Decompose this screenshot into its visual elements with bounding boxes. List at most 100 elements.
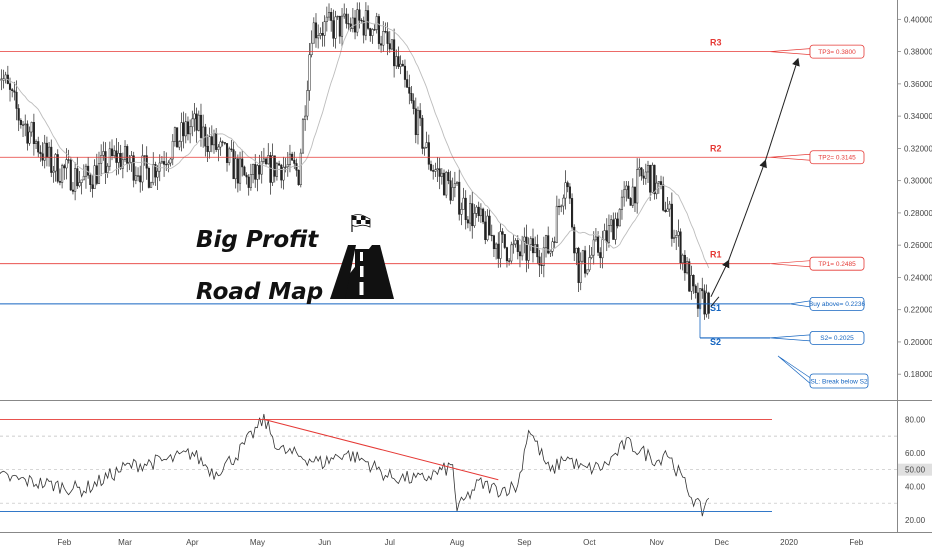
candle-body — [189, 126, 192, 135]
candle — [180, 112, 183, 152]
candle-body — [234, 158, 237, 180]
candle-body — [640, 167, 643, 177]
candle-body — [473, 213, 476, 227]
candle-body — [557, 205, 561, 208]
month-tick-label: Oct — [583, 538, 596, 547]
candle-body — [501, 231, 504, 235]
candle-body — [488, 215, 491, 236]
candle-body — [590, 254, 593, 258]
chart-title-line2: Road Map — [196, 279, 323, 305]
candle-body — [119, 153, 122, 169]
candle — [455, 181, 459, 186]
candle — [6, 65, 9, 85]
candle-body — [440, 172, 443, 177]
candle — [24, 114, 27, 137]
candle-body — [386, 31, 389, 44]
candle — [670, 192, 673, 247]
candle-body — [434, 169, 437, 172]
rsi-line — [0, 413, 710, 517]
candle — [445, 170, 448, 199]
candle-body — [562, 197, 565, 207]
candle — [230, 139, 233, 152]
candle — [614, 212, 617, 245]
moving-average-line — [0, 21, 710, 269]
candle-body — [362, 20, 365, 36]
month-tick-label: Feb — [57, 538, 71, 547]
candle-body — [525, 236, 528, 261]
candle-body — [670, 203, 673, 239]
month-tick-label: Sep — [517, 538, 532, 547]
candle — [440, 167, 443, 185]
candle-body — [256, 165, 259, 180]
candle-body — [551, 241, 554, 252]
candle-body — [67, 159, 70, 161]
candle-body — [382, 31, 385, 46]
candle — [308, 43, 311, 101]
candle-body — [171, 140, 174, 160]
candle-body — [167, 162, 170, 165]
candle — [102, 141, 105, 161]
candle-body — [156, 170, 159, 178]
candle — [169, 158, 172, 167]
candle — [627, 181, 630, 199]
candle — [412, 93, 415, 115]
candle-body — [110, 148, 114, 157]
candle — [434, 162, 437, 177]
candle — [202, 114, 205, 148]
candle — [356, 2, 359, 37]
rsi-tick-label: 80.00 — [905, 415, 926, 424]
candle — [579, 252, 582, 291]
candle — [100, 144, 103, 177]
candle-body — [152, 164, 155, 184]
candle-body — [620, 196, 624, 210]
candle-body — [436, 168, 439, 171]
candle-body — [312, 22, 315, 44]
checkered-flag-icon — [351, 214, 371, 232]
candle — [686, 257, 689, 275]
candle-body — [380, 43, 383, 46]
price-tick-label: 0.40000 — [904, 15, 932, 24]
month-tick-label: Aug — [450, 538, 464, 547]
candle — [306, 80, 309, 121]
candle — [503, 234, 506, 250]
candle-body — [586, 269, 589, 274]
candle — [410, 86, 413, 104]
level-label-r3: R3 — [710, 38, 722, 48]
price-tick-label: 0.22000 — [904, 306, 932, 315]
candle — [74, 162, 77, 201]
candle-body — [8, 83, 12, 90]
candle-body — [117, 153, 120, 163]
candle-body — [134, 175, 137, 181]
candle-body — [688, 261, 691, 292]
candle-body — [455, 181, 459, 184]
callout-pointer — [769, 48, 811, 55]
candle — [186, 116, 190, 141]
candle-body — [58, 181, 61, 183]
candle-body — [484, 221, 487, 241]
candle-body — [694, 285, 697, 294]
candle-body — [514, 240, 517, 245]
candle — [247, 174, 250, 196]
candle-body — [555, 205, 558, 243]
candle — [345, 8, 348, 29]
candle-body — [273, 155, 276, 177]
candle — [514, 238, 517, 248]
candle — [273, 155, 276, 183]
candle — [664, 201, 667, 213]
candle-body — [184, 121, 187, 137]
candle-body — [228, 148, 231, 163]
candle-body — [573, 226, 576, 254]
candle — [95, 153, 98, 186]
candle — [703, 284, 706, 320]
candle-body — [607, 225, 610, 243]
candle — [577, 246, 580, 293]
candle-body — [421, 117, 424, 149]
candle — [510, 241, 513, 265]
candle — [312, 17, 315, 44]
candle — [575, 247, 578, 266]
candle — [45, 136, 48, 167]
candle — [477, 201, 480, 222]
candle — [625, 181, 628, 202]
candle-body — [338, 15, 341, 37]
candle-body — [447, 172, 450, 181]
